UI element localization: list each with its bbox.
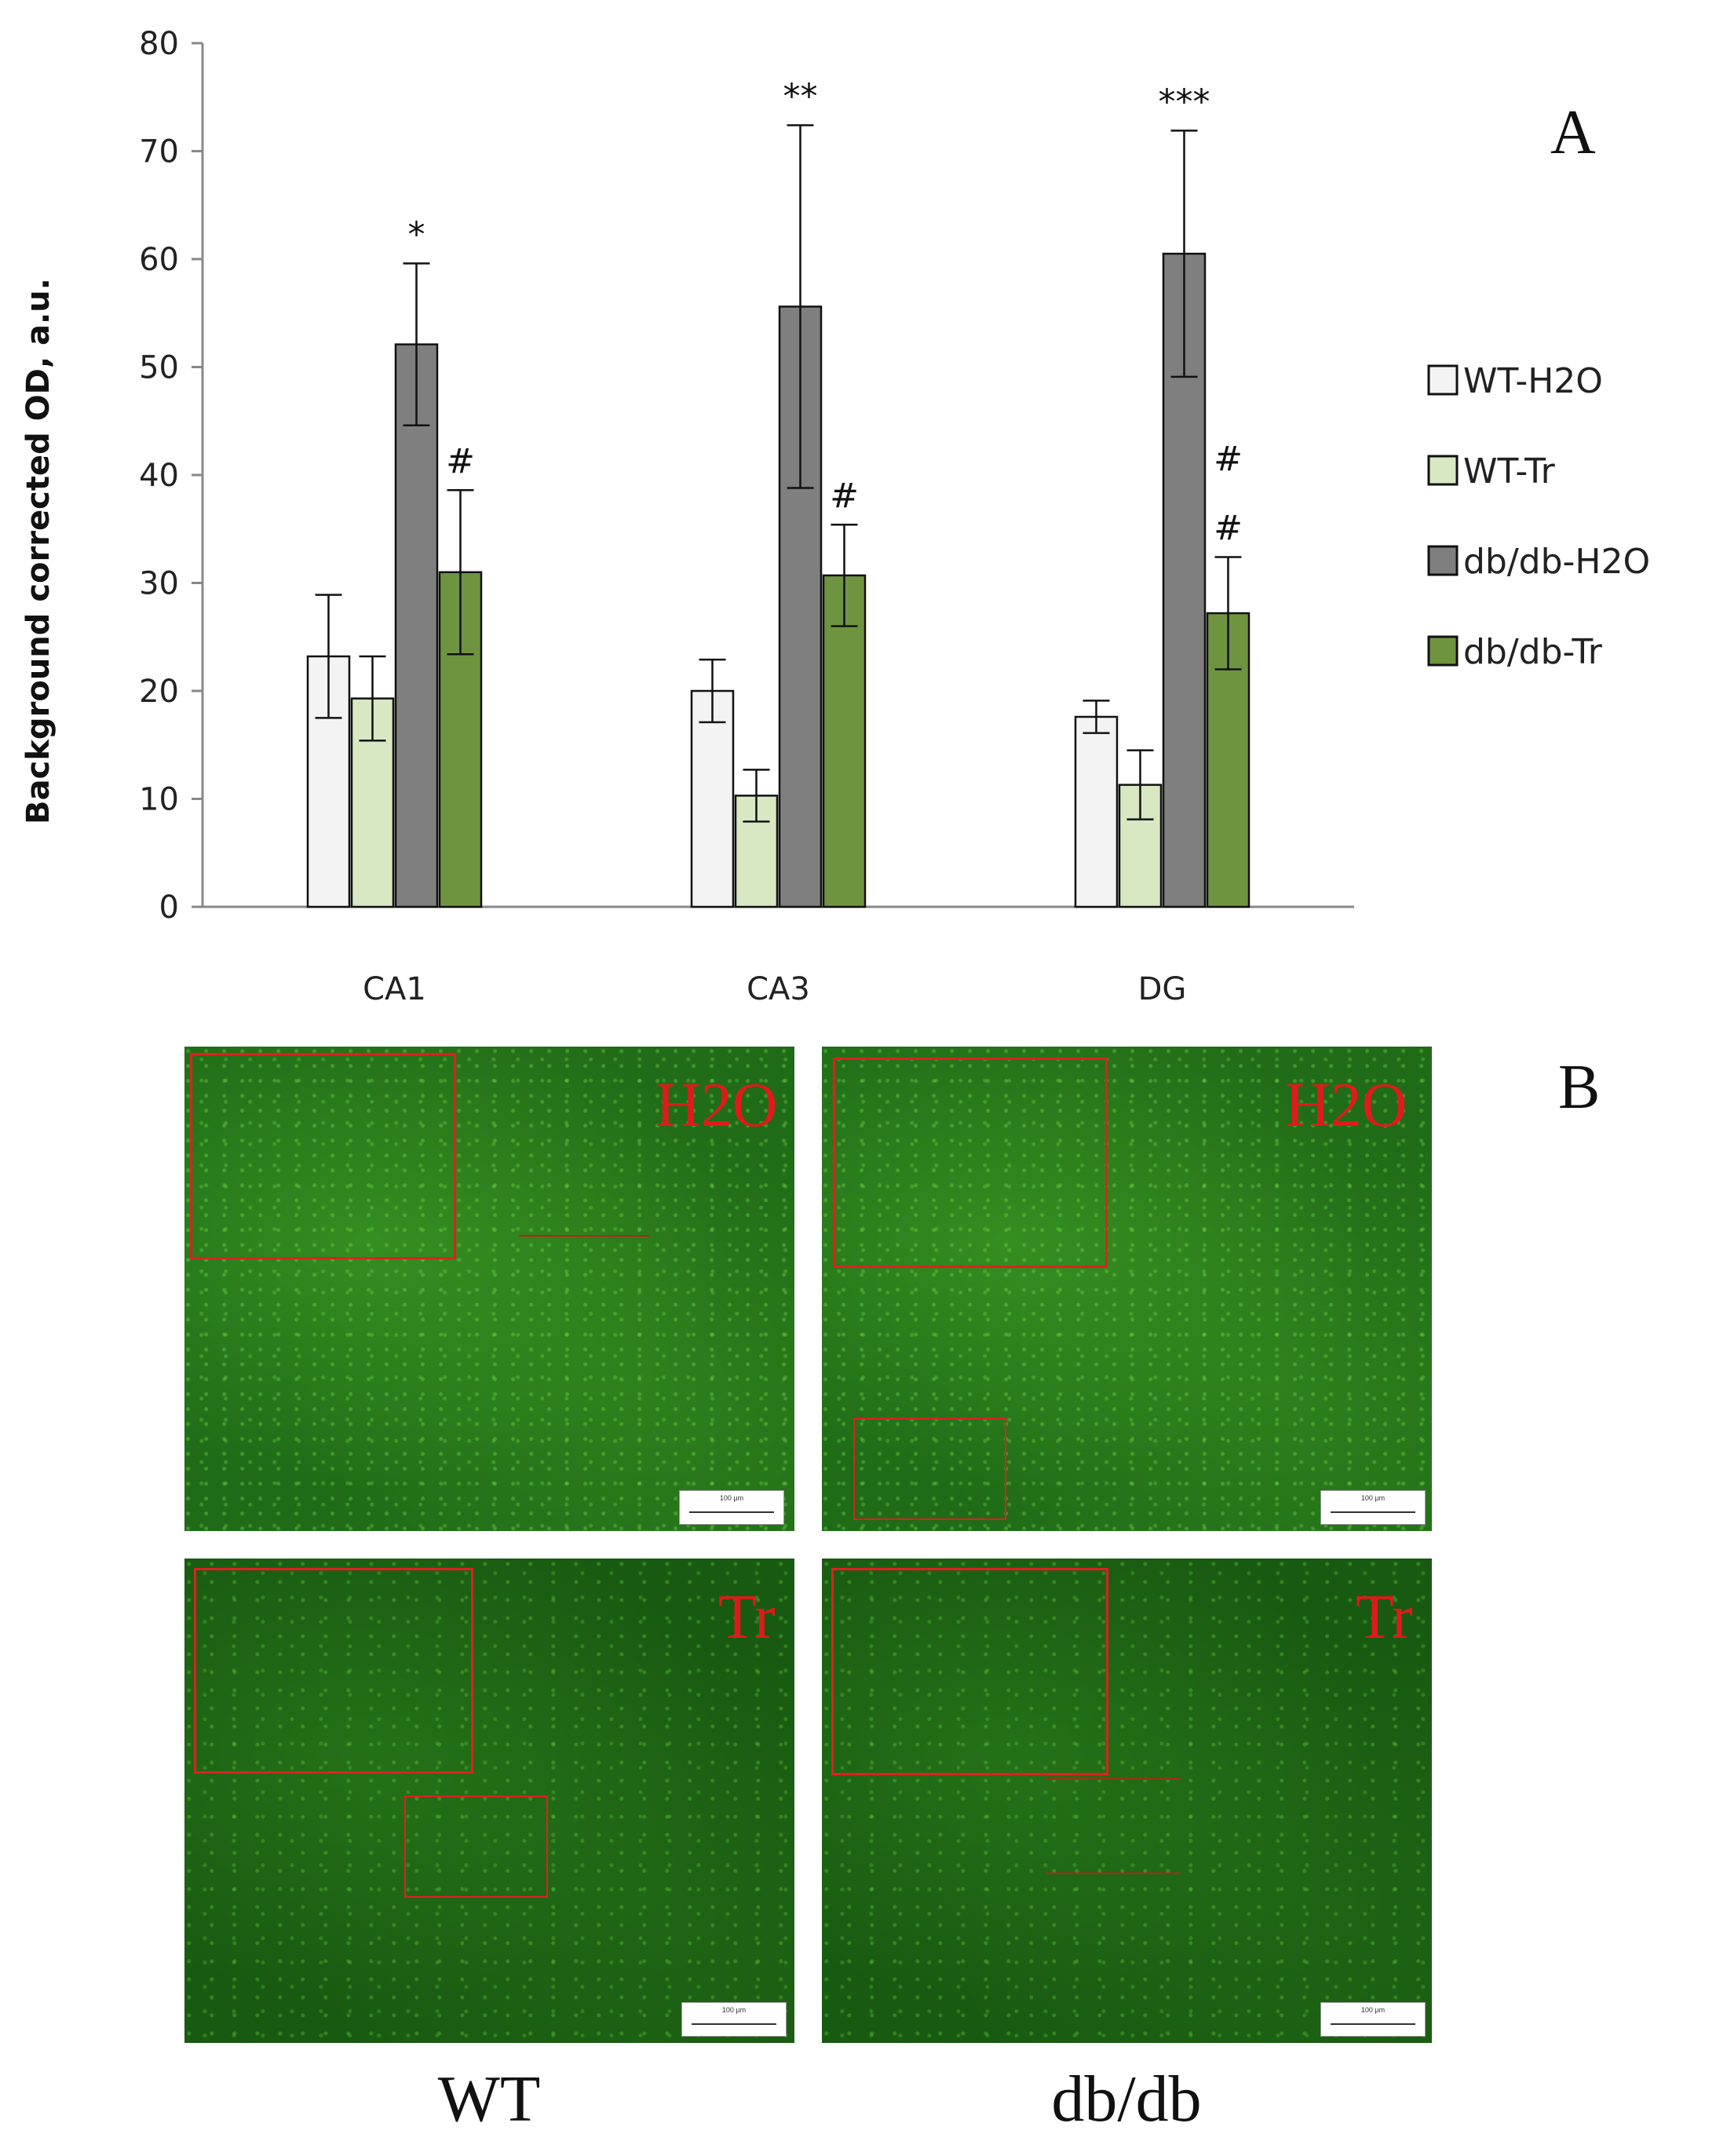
error-bar [1214,556,1242,671]
significance-marker: # [1214,509,1243,549]
inset-source-box [853,1418,1006,1520]
inset-zoom-box [194,1568,473,1774]
legend-swatch [1427,545,1459,576]
y-tick-label: 80 [139,26,179,62]
y-tick-label: 50 [139,350,179,386]
significance-marker: # [1214,440,1243,480]
legend-label: db/db-H2O [1463,542,1650,582]
error-bar [787,124,814,489]
chart-bars [306,124,1250,908]
y-tick-label: 70 [139,134,179,170]
error-bar [831,524,858,627]
bar [394,343,439,908]
x-tick-label: DG [1138,971,1187,1007]
treatment-label: Tr [1356,1583,1413,1652]
error-bar [359,655,386,742]
significance-marker: # [830,476,859,516]
micrograph-db-tr: Tr 100 µm [822,1559,1432,2043]
x-tick-label: CA1 [363,971,426,1007]
region-line [519,1235,649,1237]
y-tick-label: 10 [139,782,179,818]
inset-zoom-box [833,1058,1108,1268]
significance-marker: ** [783,77,818,117]
significance-marker: * [408,215,425,255]
y-axis-label: Background corrected OD, a.u. [20,278,57,824]
y-tick-label: 20 [139,674,179,710]
inset-zoom-box [190,1053,456,1259]
micrograph-db-h2o: H2O 100 µm [822,1047,1432,1531]
region-line [1046,1873,1181,1874]
bar [822,574,867,908]
scale-bar: 100 µm [1320,1490,1426,1525]
error-bar [1170,130,1198,378]
error-bar [447,489,474,656]
treatment-label: H2O [1285,1071,1407,1140]
error-bar [699,658,726,724]
legend-label: db/db-Tr [1463,632,1603,672]
error-bar [1126,749,1154,820]
y-tick-label: 30 [139,566,179,602]
y-tick-label: 0 [159,890,179,926]
inset-source-box [404,1796,548,1898]
error-bar [403,262,430,426]
bar [690,689,735,908]
legend-label: WT-H2O [1463,361,1603,401]
error-bar [315,594,342,719]
error-bar [743,769,770,823]
x-tick-label: CA3 [747,971,810,1007]
scale-bar: 100 µm [679,1490,784,1525]
column-label-db: db/db [1051,2063,1202,2136]
chart-axes: 0 10 20 30 40 50 60 70 80 CA1 CA3 DG [139,26,1354,1007]
scale-bar: 100 µm [1320,2002,1426,2037]
micrograph-wt-tr: Tr 100 µm [184,1559,794,2043]
chart-annotations: * # ** # *** # # [408,77,1243,549]
treatment-label: Tr [718,1583,776,1652]
bar [1074,715,1119,908]
region-line [1046,1778,1181,1780]
legend-label: WT-Tr [1463,451,1556,491]
legend-swatch [1427,364,1459,396]
micrograph-wt-h2o: H2O 100 µm [184,1047,794,1531]
error-bar [1083,700,1110,734]
scale-bar: 100 µm [681,2002,787,2037]
bar [1162,252,1207,908]
bar-chart: 0 10 20 30 40 50 60 70 80 CA1 CA3 DG * # ** # *** # # WT-… [20,26,1650,1007]
treatment-label: H2O [655,1071,778,1140]
significance-marker: # [446,441,475,481]
y-tick-label: 60 [139,242,179,278]
panel-a-label: A [1550,98,1596,167]
panel-b-letter: B [1558,1053,1601,1122]
inset-zoom-box [831,1568,1108,1775]
chart-legend: WT-H2O WT-Tr db/db-H2O db/db-Tr [1427,361,1650,672]
legend-swatch [1427,455,1459,486]
y-tick-label: 40 [139,458,179,494]
significance-marker: *** [1159,82,1210,122]
legend-swatch [1427,635,1459,667]
column-label-wt: WT [437,2063,541,2136]
